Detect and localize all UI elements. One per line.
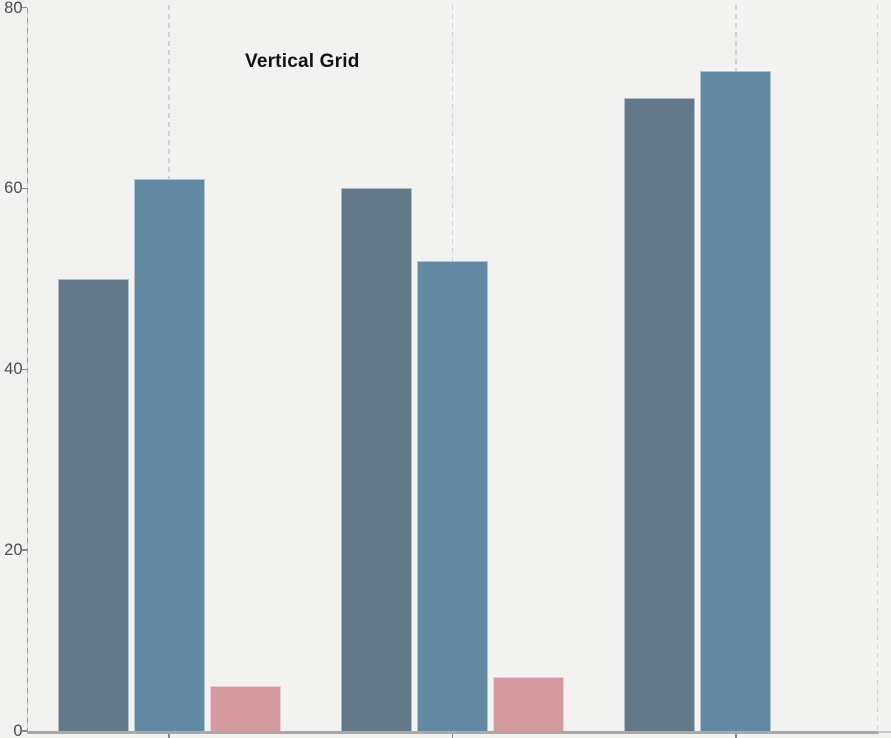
- y-axis-tick-label: 80: [4, 0, 23, 17]
- y-axis-tick-label: 60: [4, 179, 23, 198]
- y-axis-tick: [22, 368, 27, 370]
- bar-series-2-steel-blue-cat3[interactable]: [700, 70, 772, 731]
- x-axis-line-extension: [877, 731, 891, 733]
- y-axis-tick-label: 20: [4, 541, 23, 560]
- x-axis-tick: [451, 733, 454, 738]
- x-axis-tick: [168, 733, 170, 738]
- y-axis-tick-label: 0: [13, 722, 23, 738]
- bar-series-1-dark-slate-cat1[interactable]: [57, 278, 129, 731]
- y-axis-line: [26, 7, 29, 733]
- bar-series-3-pink-cat2[interactable]: [493, 676, 564, 731]
- chart-title: Vertical Grid: [245, 51, 360, 72]
- y-axis-tick: [22, 187, 27, 190]
- bar-series-2-steel-blue-cat2[interactable]: [417, 260, 488, 731]
- bar-series-3-pink-cat1[interactable]: [209, 685, 281, 731]
- y-axis-tick: [22, 6, 27, 9]
- y-axis-tick-label: 40: [4, 360, 23, 379]
- y-axis-tick: [22, 549, 27, 551]
- vertical-gridline-right-edge: [876, 5, 879, 731]
- y-axis-tick: [22, 730, 27, 732]
- bar-series-1-dark-slate-cat3[interactable]: [624, 97, 696, 731]
- x-axis-line: [26, 731, 879, 734]
- bar-series-2-steel-blue-cat1[interactable]: [133, 179, 205, 731]
- x-axis-tick: [735, 733, 737, 738]
- bar-series-1-dark-slate-cat2[interactable]: [341, 188, 412, 731]
